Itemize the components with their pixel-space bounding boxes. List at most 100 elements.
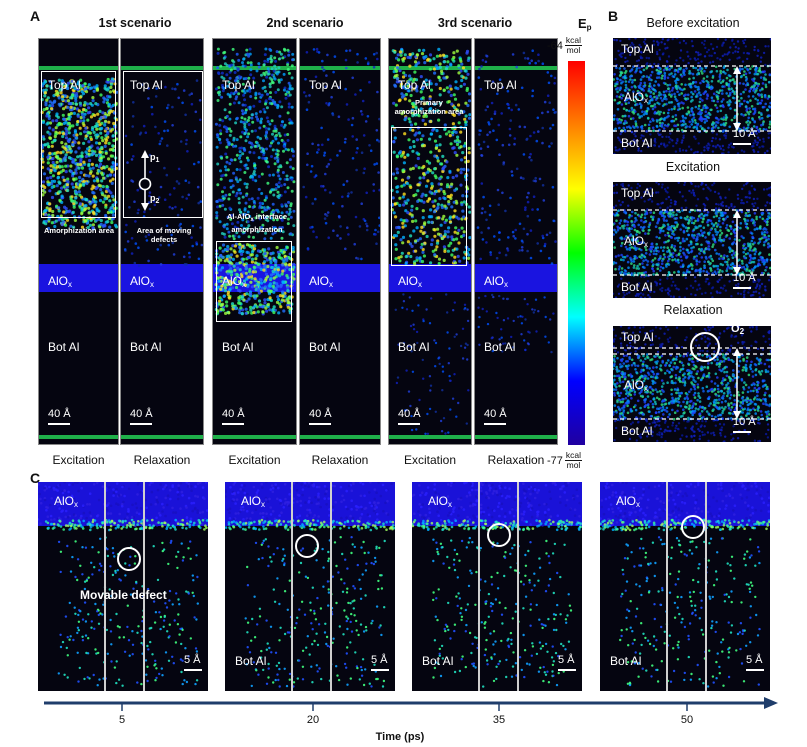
c-scale-bar-label: 5 Å <box>558 654 575 666</box>
b-scale-bar-bar <box>733 431 751 433</box>
atom-density-map <box>302 47 380 261</box>
b-scale-bar-label: 10 Å <box>733 128 756 140</box>
scenario-3-title: 3rd scenario <box>437 16 513 30</box>
b-scale-bar-bar <box>733 143 751 145</box>
excitation-caption: Excitation <box>228 453 281 467</box>
bot-al-surface <box>39 435 118 439</box>
oxide-layer <box>389 264 471 292</box>
oxide-subscript: x <box>418 280 423 289</box>
scale-bar-bar <box>48 423 70 425</box>
p1-label: p1 <box>150 152 160 164</box>
top-al-label: Top Al <box>48 78 81 92</box>
c-guide-line-right <box>705 482 707 691</box>
atom-density-map <box>613 38 771 154</box>
relaxation-caption: Relaxation <box>311 453 369 467</box>
time-axis-label: Time (ps) <box>375 731 425 743</box>
defect-motion-arrows <box>138 150 152 211</box>
top-al-label: Top Al <box>130 78 163 92</box>
c-scale-bar-label: 5 Å <box>184 654 201 666</box>
scale-bar-bar <box>309 423 331 425</box>
b-bot-al-label: Bot Al <box>621 424 653 438</box>
scale-bar-label: 40 Å <box>309 408 332 420</box>
colorbar-min-label: -77 kcal mol <box>547 450 583 470</box>
oxide-text: AlO <box>616 494 637 508</box>
movable-defect-circle <box>117 547 141 571</box>
oxide-subscript: x <box>261 500 266 509</box>
primary-amorphization-box <box>391 127 467 266</box>
b-oxide-thickness-guides <box>613 65 771 132</box>
scale-bar-label: 40 Å <box>484 408 507 420</box>
scenario-2-title: 2nd scenario <box>266 16 344 30</box>
c-scale-bar-bar <box>371 669 389 671</box>
o2-label: O2 <box>731 323 745 336</box>
oxide-subscript: x <box>644 384 649 393</box>
bot-al-label: Bot Al <box>130 340 162 354</box>
c-guide-line-right <box>517 482 519 691</box>
oxide-subscript: x <box>448 500 453 509</box>
oxide-label: AlOx <box>398 274 422 289</box>
excitation-caption: Excitation <box>403 453 457 467</box>
oxide-text: AlO <box>48 274 69 288</box>
oxide-text: AlO <box>624 378 645 392</box>
sim-strip-1 <box>38 38 119 445</box>
c-bot-al-label: Bot Al <box>235 654 267 668</box>
atom-density-map <box>214 47 296 316</box>
c-scale-bar-label: 5 Å <box>371 654 388 666</box>
b-oxide-thickness-guides <box>613 209 771 276</box>
atom-density-map <box>225 482 395 688</box>
time-tick-5: 5 <box>118 714 126 726</box>
top-al-surface <box>39 66 118 70</box>
movable-defect-circle <box>487 523 511 547</box>
top-al-label: Top Al <box>398 78 431 92</box>
scale-bar-label: 40 Å <box>48 408 71 420</box>
b-top-al-label: Top Al <box>621 330 654 344</box>
panel-a-letter: A <box>30 8 41 24</box>
bot-al-surface <box>300 435 380 439</box>
c-guide-line-right <box>143 482 145 691</box>
interface-box <box>216 241 292 322</box>
b-oxide-label: AlOx <box>624 234 648 249</box>
amorphization-box <box>41 71 116 218</box>
c-oxide-label: AlOx <box>54 494 78 509</box>
colorbar-title: Ep <box>578 16 592 32</box>
b-panel-2 <box>613 182 771 298</box>
atom-density-map <box>412 482 582 688</box>
relaxation-caption: Relaxation <box>133 453 191 467</box>
c-oxide-label: AlOx <box>428 494 452 509</box>
bot-al-label: Bot Al <box>398 340 430 354</box>
bot-al-label: Bot Al <box>222 340 254 354</box>
c-guide-line-right <box>330 482 332 691</box>
time-tick-35: 35 <box>492 714 506 726</box>
bot-al-surface <box>475 435 557 439</box>
atom-density-map <box>40 77 118 231</box>
c-oxide-label: AlOx <box>616 494 640 509</box>
top-al-surface <box>300 66 380 70</box>
c-bot-al-label: Bot Al <box>610 654 642 668</box>
relaxation-caption: Relaxation <box>487 453 545 467</box>
oxide-label: AlOx <box>309 274 333 289</box>
time-tick-20: 20 <box>306 714 320 726</box>
oxide-layer <box>121 264 203 292</box>
oxide-label: AlOx <box>48 274 72 289</box>
oxide-subscript: x <box>68 280 73 289</box>
oxide-text: AlO <box>54 494 75 508</box>
oxide-layer <box>300 264 380 292</box>
scale-bar-label: 40 Å <box>398 408 421 420</box>
top-al-surface <box>121 66 203 70</box>
c-scale-bar-bar <box>184 669 202 671</box>
b-scale-bar-bar <box>733 287 751 289</box>
oxide-text: AlO <box>309 274 330 288</box>
scale-bar-bar <box>222 423 244 425</box>
oxide-text: AlO <box>241 494 262 508</box>
sim-strip-4 <box>299 38 381 445</box>
b-scale-bar-label: 10 Å <box>733 416 756 428</box>
atom-density-map <box>613 182 771 298</box>
oxide-label: AlOx <box>222 274 246 289</box>
b-title-relaxation: Relaxation <box>663 303 723 317</box>
oxide-text: AlO <box>222 274 243 288</box>
time-axis <box>44 697 778 711</box>
sim-strip-6 <box>474 38 558 445</box>
o2-circle <box>690 332 720 362</box>
oxide-subscript: x <box>644 240 649 249</box>
amorphization-annotation: Amorphization area <box>43 226 114 235</box>
